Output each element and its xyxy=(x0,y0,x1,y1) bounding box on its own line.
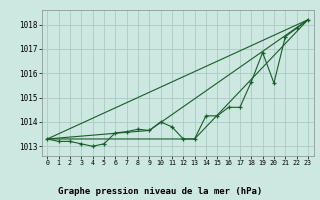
Text: Graphe pression niveau de la mer (hPa): Graphe pression niveau de la mer (hPa) xyxy=(58,187,262,196)
